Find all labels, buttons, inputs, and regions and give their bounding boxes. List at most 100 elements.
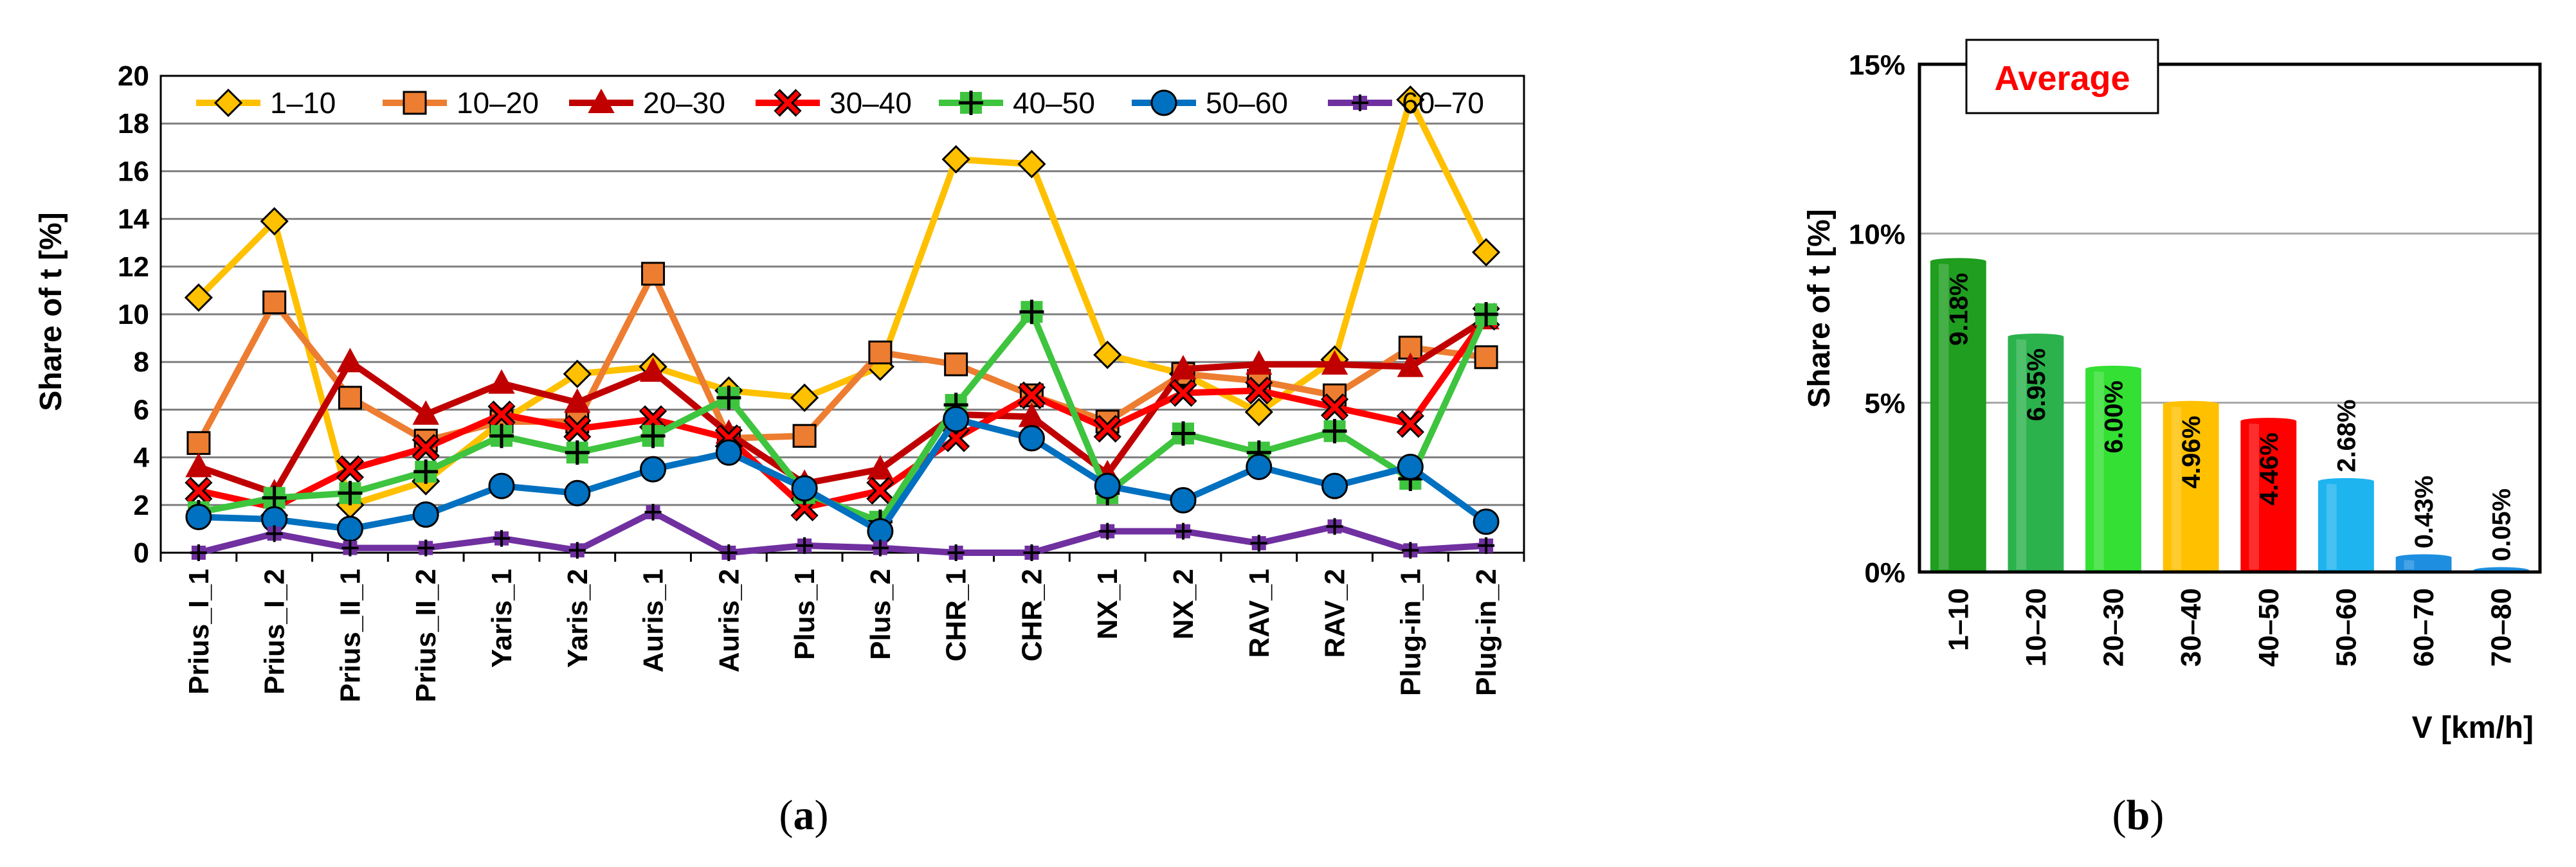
a-data-point [1474, 345, 1498, 370]
a-data-point [563, 359, 592, 388]
b-bar-6 [2395, 554, 2452, 572]
a-series-line [197, 314, 1489, 511]
a-point-stroke [1247, 379, 1271, 403]
a-data-point [417, 539, 435, 557]
a-y-tick-label: 6 [134, 394, 149, 425]
a-data-point [412, 400, 439, 425]
a-x-tick-label: Auris_1 [638, 569, 669, 672]
a-x-tick-label: Prius_II_2 [410, 569, 442, 702]
a-data-point [1170, 355, 1197, 380]
a-data-point [185, 476, 213, 505]
a-data-point [568, 542, 586, 559]
a-data-point [866, 476, 894, 505]
a-data-point [1396, 85, 1425, 114]
a-point-stroke [1019, 383, 1044, 407]
a-point-stroke [868, 479, 893, 503]
a-data-point [641, 262, 666, 286]
b-bar-5 [2318, 478, 2374, 572]
a-data-point [564, 479, 591, 506]
a-legend-label: 40–50 [1013, 86, 1095, 120]
a-point-stroke [776, 91, 800, 115]
a-data-point [412, 501, 439, 528]
a-data-point [488, 472, 515, 499]
a-data-point [266, 525, 283, 542]
a-data-point [413, 459, 439, 484]
b-plot-border [1918, 62, 2542, 574]
bar-chart-panel-b: 0% 5% 10% 15% 1–10 10–20 20–30 30–40 40–50 50–60… [1802, 39, 2542, 839]
b-bar-cap [2008, 333, 2064, 340]
b-bar [1930, 261, 1986, 572]
a-data-point [1321, 472, 1348, 499]
a-data-point [493, 530, 510, 547]
b-y-tick-labels: 0% 5% 10% 15% [1849, 49, 1905, 589]
b-x-tick-label: 30–40 [2175, 588, 2207, 666]
a-data-point [790, 383, 819, 412]
a-data-point [644, 503, 662, 521]
b-bars [1930, 258, 2530, 574]
a-data-point [563, 415, 592, 443]
a-data-point [1093, 340, 1122, 370]
a-y-tick-label: 2 [134, 490, 149, 521]
a-point-stroke [1095, 416, 1120, 441]
b-bar [2395, 557, 2452, 572]
b-y-tick-label: 0% [1864, 557, 1905, 589]
b-bar-3 [2163, 400, 2219, 572]
b-x-tick-label: 70–80 [2486, 588, 2517, 666]
a-legend-item: 50–60 [1132, 86, 1288, 120]
a-data-point [1471, 238, 1501, 267]
a-plot-frame [159, 75, 1525, 562]
a-data-point [184, 283, 213, 312]
b-y-tick-label: 10% [1849, 219, 1905, 250]
a-data-point [1322, 418, 1347, 443]
b-bar-cap [2318, 478, 2374, 485]
a-data-point [792, 424, 817, 448]
a-data-point [1478, 537, 1495, 554]
a-data-point [1246, 453, 1273, 480]
a-point-stroke [565, 416, 590, 441]
a-series-6 [190, 503, 1495, 561]
a-data-point [1352, 94, 1368, 111]
a-data-point [338, 481, 363, 506]
a-y-tick-label: 10 [118, 299, 149, 330]
a-data-point [1396, 410, 1424, 438]
b-bar-highlight [2094, 371, 2104, 569]
b-x-axis-title: V [km/h] [2412, 711, 2534, 745]
a-x-tick-label: NX_1 [1092, 569, 1123, 639]
a-data-point [1250, 535, 1267, 552]
a-data-point [867, 455, 894, 480]
b-bar-highlight [1938, 264, 1949, 569]
a-legend-label: 1–10 [270, 86, 336, 120]
b-bar-highlight [2016, 339, 2027, 569]
b-bar-highlight [2327, 483, 2337, 569]
a-data-point [1321, 350, 1348, 375]
average-annotation-box: Average [1965, 39, 2159, 114]
b-bar-highlight [2404, 560, 2415, 569]
a-x-tick-label: Yaris_2 [562, 569, 594, 668]
a-y-tick-label: 16 [118, 156, 149, 187]
a-x-tick-label: Prius_I_2 [259, 569, 291, 695]
b-bar-cap [1930, 258, 1986, 265]
a-data-point [1171, 421, 1195, 446]
a-data-point [1245, 377, 1273, 405]
b-bar-cap [2395, 554, 2452, 561]
a-data-point [1093, 415, 1121, 443]
a-data-point [1017, 381, 1046, 409]
b-bar [2240, 421, 2297, 572]
a-data-point [796, 537, 813, 554]
a-data-point [338, 386, 362, 410]
a-series-5 [185, 406, 1500, 545]
a-data-point [1246, 350, 1273, 375]
b-bar-cap [2163, 400, 2219, 407]
a-legend-label: 10–20 [457, 86, 539, 120]
a-x-tick-label: RAV_1 [1244, 569, 1275, 658]
a-y-tick-label: 8 [134, 346, 149, 378]
a-data-point [341, 539, 359, 557]
b-bar [2008, 336, 2064, 572]
b-value-label: 4.96% [2177, 416, 2206, 488]
b-value-label: 6.95% [2022, 348, 2051, 421]
a-point-stroke [944, 426, 968, 451]
a-point-stroke [1323, 395, 1347, 420]
a-y-tick-label: 12 [118, 251, 149, 283]
